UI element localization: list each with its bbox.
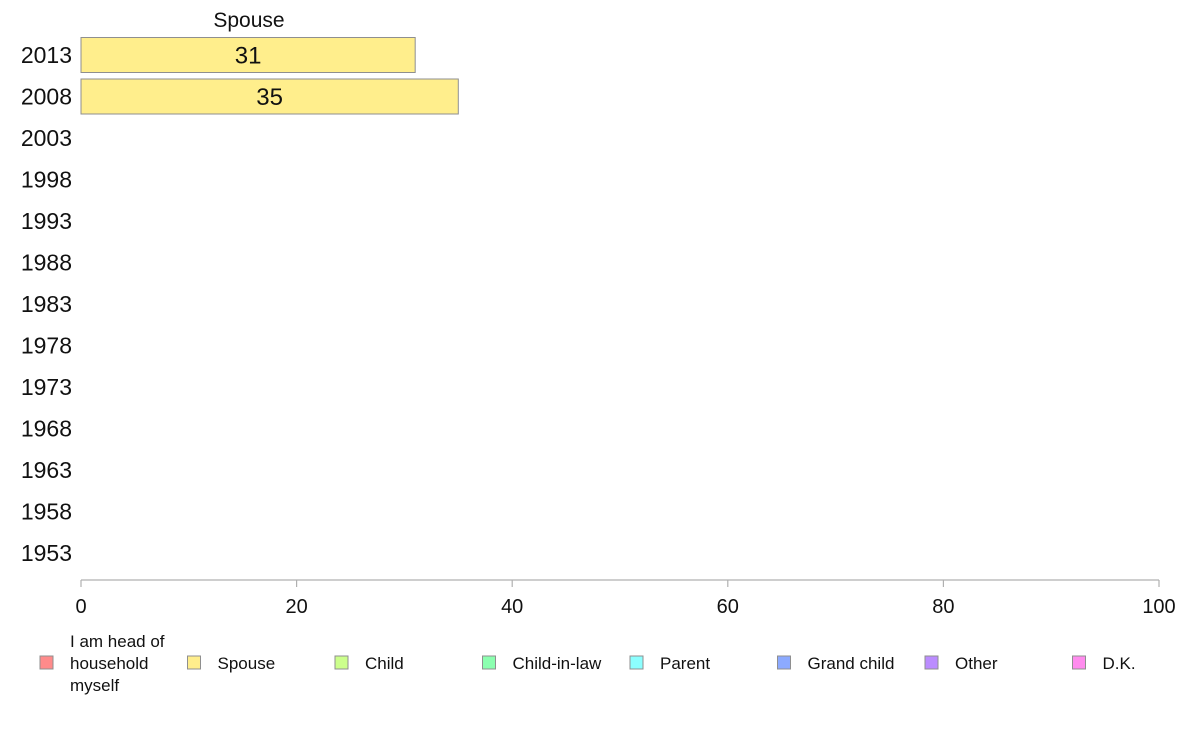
x-axis: 0 20 40 60 80 100 bbox=[75, 579, 1176, 618]
legend: I am head of household myself Spouse Child Ch… bbox=[39, 632, 1136, 695]
legend-label: Child bbox=[365, 654, 404, 673]
legend-swatch bbox=[629, 655, 644, 670]
y-tick-label: 1968 bbox=[21, 416, 72, 442]
y-tick-label: 1978 bbox=[21, 333, 72, 359]
legend-swatch bbox=[1072, 655, 1086, 670]
legend-label: Spouse bbox=[218, 654, 276, 673]
series-heading: Spouse bbox=[213, 9, 284, 32]
x-tick-label: 80 bbox=[932, 596, 954, 618]
legend-swatch bbox=[777, 655, 791, 670]
x-tick-label: 20 bbox=[285, 596, 307, 618]
legend-swatch bbox=[39, 655, 54, 670]
y-tick-label: 2013 bbox=[21, 42, 72, 68]
x-tick-label: 100 bbox=[1142, 596, 1175, 618]
x-tick-label: 60 bbox=[717, 596, 739, 618]
y-tick-label: 1993 bbox=[21, 208, 72, 234]
y-tick-label: 1953 bbox=[21, 540, 72, 566]
legend-swatch bbox=[924, 655, 939, 670]
y-tick-label: 1998 bbox=[21, 167, 72, 193]
legend-swatch bbox=[187, 655, 201, 670]
x-tick-label: 0 bbox=[75, 596, 86, 618]
x-tick-label: 40 bbox=[501, 596, 523, 618]
legend-swatch bbox=[482, 655, 496, 670]
legend-swatch bbox=[334, 655, 349, 670]
legend-label: Grand child bbox=[808, 654, 895, 673]
y-axis-labels: 2013 2008 2003 1998 1993 1988 1983 1978 1973 1968… bbox=[21, 42, 72, 566]
legend-label: Parent bbox=[660, 654, 710, 673]
legend-label: Other bbox=[955, 654, 998, 673]
legend-label: Child-in-law bbox=[513, 654, 603, 673]
y-tick-label: 2003 bbox=[21, 125, 72, 151]
series-heading-layer: Spouse bbox=[213, 9, 284, 32]
bars-layer: 31 35 bbox=[80, 37, 459, 115]
bar-value-label: 31 bbox=[235, 43, 262, 70]
legend-label: I am head of household myself bbox=[70, 632, 165, 695]
y-tick-label: 1973 bbox=[21, 374, 72, 400]
y-tick-label: 1963 bbox=[21, 457, 72, 483]
bar-value-label: 35 bbox=[256, 84, 283, 111]
y-tick-label: 2008 bbox=[21, 84, 72, 110]
y-tick-label: 1988 bbox=[21, 250, 72, 276]
bar-segment bbox=[80, 78, 459, 115]
legend-label: D.K. bbox=[1103, 654, 1136, 673]
bar-segment bbox=[80, 37, 416, 73]
y-tick-label: 1958 bbox=[21, 499, 72, 525]
y-tick-label: 1983 bbox=[21, 291, 72, 317]
